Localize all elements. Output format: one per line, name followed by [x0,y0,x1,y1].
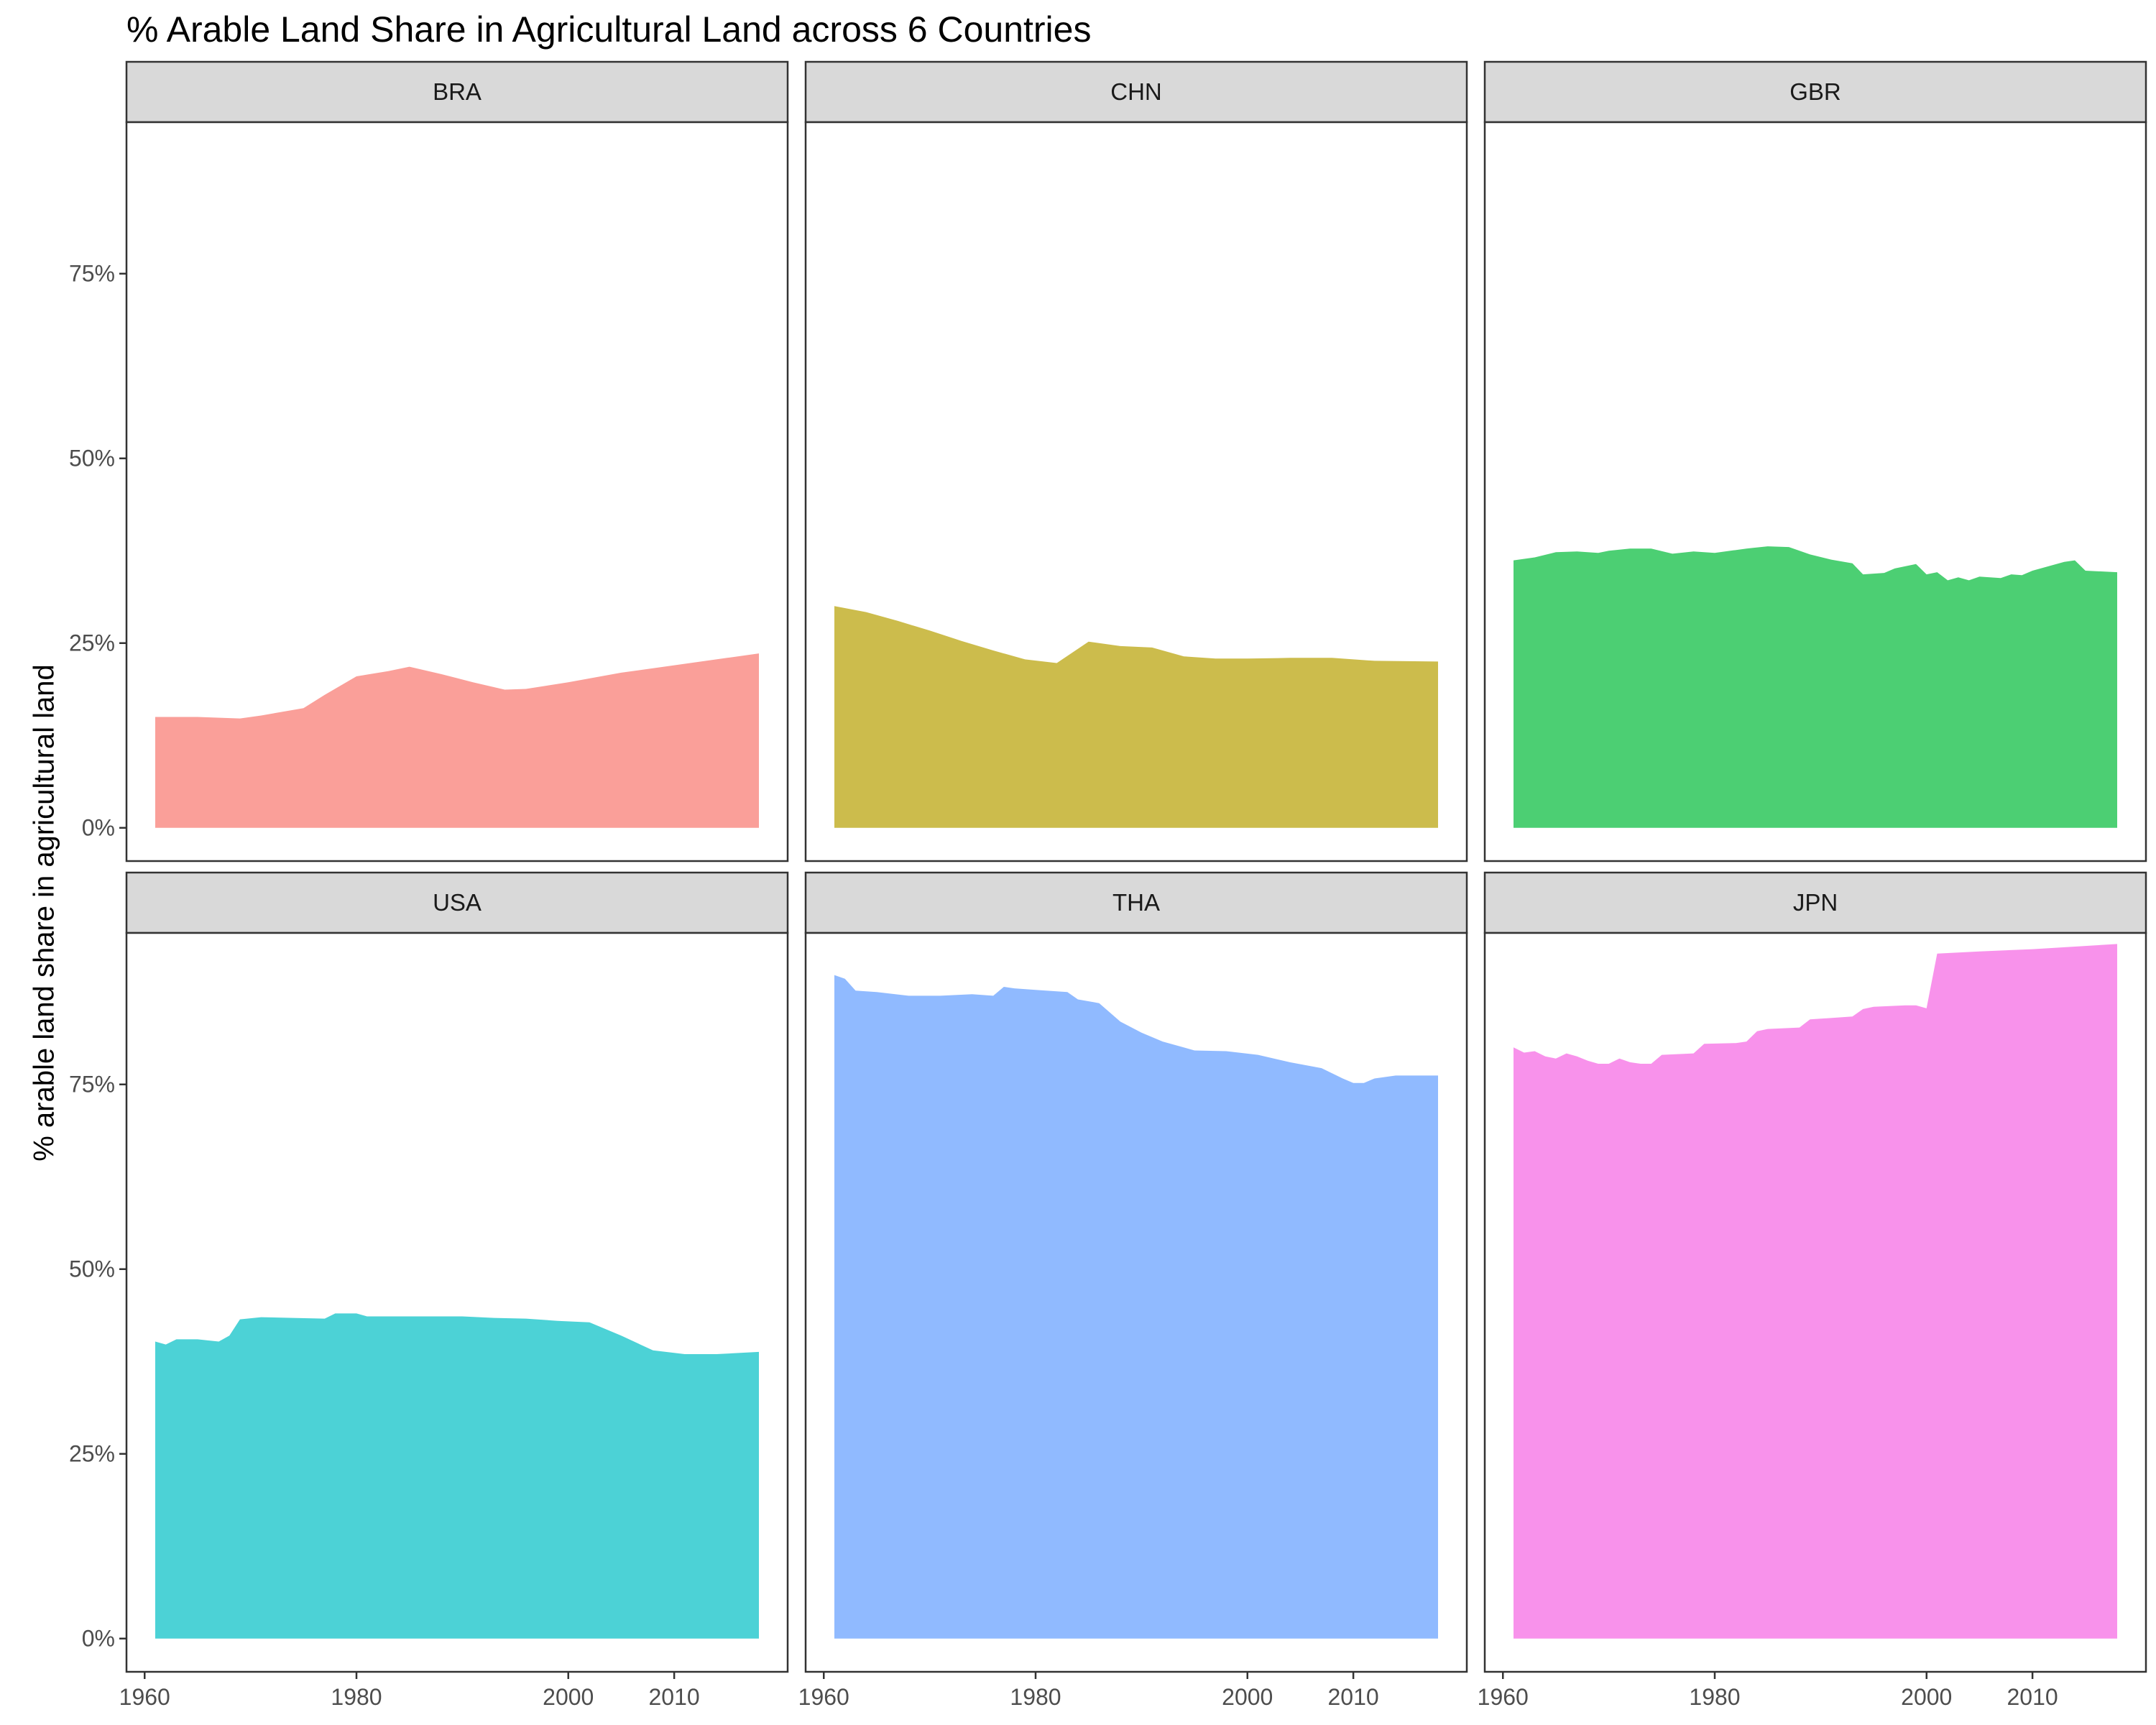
x-tick-label: 1980 [1010,1684,1061,1710]
area-series-jpn [1514,944,2117,1639]
x-tick-label: 1960 [119,1684,170,1710]
y-tick-label: 50% [69,446,115,472]
facet-strip-label: USA [433,889,482,916]
facet-panel-border [125,932,789,1673]
y-tick-label: 0% [82,1626,115,1652]
facet-strip-gbr [1483,60,2147,124]
facet-panel-border [125,121,789,862]
x-tick-label: 2010 [2007,1684,2058,1710]
x-tick-label: 1980 [331,1684,382,1710]
x-tick-label: 2000 [1901,1684,1952,1710]
facet-strip-label: THA [1112,889,1160,916]
facet-strip-usa [125,871,789,934]
facet-strip-label: BRA [433,78,482,105]
facet-strip-tha [804,871,1468,934]
facet-panel-border [1483,932,2147,1673]
x-tick-label: 1960 [1478,1684,1529,1710]
x-tick-label: 1980 [1689,1684,1740,1710]
facet-panel-border [804,121,1468,862]
y-tick-label: 75% [69,1072,115,1098]
facet-strip-label: JPN [1793,889,1838,916]
area-series-chn [834,606,1438,828]
facet-strip-bra [125,60,789,124]
y-tick-label: 25% [69,1441,115,1467]
area-series-bra [155,653,759,828]
x-tick-label: 2000 [1222,1684,1273,1710]
y-tick-label: 25% [69,630,115,656]
area-series-tha [834,975,1438,1639]
chart-title: % Arable Land Share in Agricultural Land… [126,9,1092,50]
facet-panel-border [1483,121,2147,862]
area-series-usa [155,1313,759,1639]
x-tick-label: 1960 [798,1684,849,1710]
facet-strip-label: CHN [1110,78,1162,105]
facet-strip-chn [804,60,1468,124]
facet-panel-border [804,932,1468,1673]
x-tick-label: 2010 [1328,1684,1379,1710]
x-tick-label: 2010 [649,1684,700,1710]
y-tick-label: 0% [82,815,115,841]
facet-strip-label: GBR [1789,78,1841,105]
area-series-gbr [1514,546,2117,828]
x-tick-label: 2000 [543,1684,594,1710]
facet-strip-jpn [1483,871,2147,934]
y-tick-label: 50% [69,1256,115,1282]
y-tick-label: 75% [69,261,115,287]
